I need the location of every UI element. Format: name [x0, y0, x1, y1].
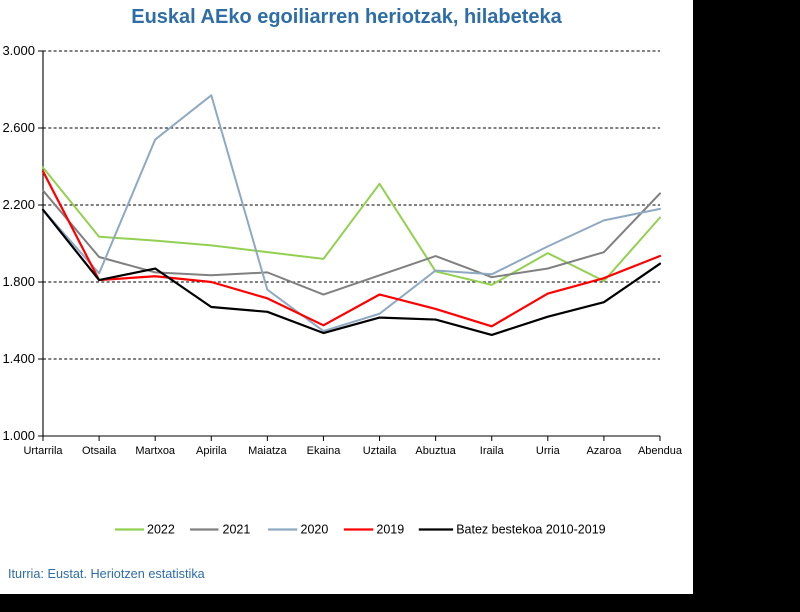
svg-text:2.200: 2.200	[2, 197, 35, 212]
svg-text:1.000: 1.000	[2, 428, 35, 443]
svg-text:1.800: 1.800	[2, 274, 35, 289]
svg-text:Urtarrila: Urtarrila	[23, 445, 63, 457]
svg-text:Uztaila: Uztaila	[363, 445, 398, 457]
svg-text:1.400: 1.400	[2, 351, 35, 366]
svg-text:Maiatza: Maiatza	[248, 445, 287, 457]
svg-text:Abendua: Abendua	[638, 445, 683, 457]
svg-text:Otsaila: Otsaila	[82, 445, 117, 457]
svg-text:Batez bestekoa 2010-2019: Batez bestekoa 2010-2019	[456, 523, 605, 537]
svg-text:2022: 2022	[147, 523, 175, 537]
svg-text:Abuztua: Abuztua	[415, 445, 456, 457]
svg-text:Ekaina: Ekaina	[307, 445, 342, 457]
svg-text:2020: 2020	[301, 523, 329, 537]
svg-text:2021: 2021	[223, 523, 251, 537]
svg-text:2.600: 2.600	[2, 120, 35, 135]
svg-text:3.000: 3.000	[2, 43, 35, 58]
svg-text:Iraila: Iraila	[480, 445, 505, 457]
svg-text:Azaroa: Azaroa	[586, 445, 622, 457]
svg-text:Apirila: Apirila	[196, 445, 227, 457]
svg-text:2019: 2019	[376, 523, 404, 537]
svg-text:Martxoa: Martxoa	[135, 445, 176, 457]
svg-text:Urria: Urria	[536, 445, 561, 457]
